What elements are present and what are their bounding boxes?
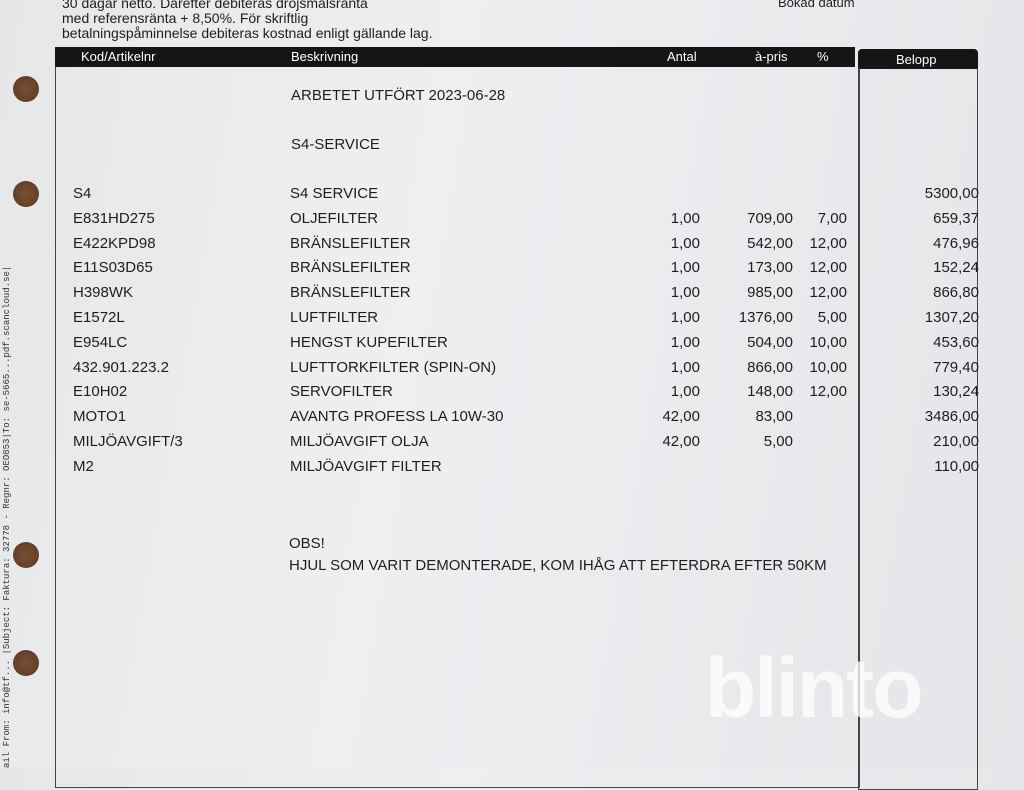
note-title: OBS! [289, 535, 325, 552]
item-percent: 12,00 [809, 259, 847, 277]
item-amount: 130,24 [933, 383, 979, 401]
item-description: MILJÖAVGIFT OLJA [290, 433, 429, 450]
work-line: ARBETET UTFÖRT 2023-06-28 [291, 87, 506, 104]
side-text: ail From: info@tf... |Subject: Faktura: … [2, 265, 12, 768]
watermark: blinto [705, 641, 924, 735]
item-percent: 10,00 [809, 358, 847, 376]
item-code: E831HD275 [73, 209, 155, 227]
item-percent: 10,00 [809, 333, 847, 351]
booked-label: Bokad datum [778, 0, 855, 10]
punch-hole [13, 542, 39, 568]
item-amount: 1307,20 [924, 309, 979, 326]
item-quantity: 1,00 [670, 309, 700, 326]
item-code: MOTO1 [73, 408, 127, 426]
item-code: 432.901.223.2 [73, 358, 169, 376]
item-description: OLJEFILTER [290, 209, 379, 227]
item-unit-price: 866,00 [747, 358, 793, 376]
item-amount: 152,24 [933, 259, 979, 277]
item-unit-price: 504,00 [747, 333, 793, 351]
item-amount: 110,00 [934, 457, 979, 475]
item-code: E422KPD98 [73, 234, 156, 252]
note-text: HJUL SOM VARIT DEMONTERADE, KOM IHÅG ATT… [289, 557, 827, 574]
item-quantity: 1,00 [670, 358, 700, 376]
item-quantity: 1,00 [670, 259, 700, 277]
item-unit-price: 173,00 [747, 259, 793, 277]
header-unit-price: à-pris [755, 49, 788, 64]
item-description: S4 SERVICE [290, 185, 379, 202]
header-amount-bar: Belopp [858, 49, 978, 69]
item-description: LUFTFILTER [290, 309, 379, 326]
item-description: BRÄNSLEFILTER [290, 234, 411, 252]
item-code: E10H02 [73, 383, 128, 401]
item-code: M2 [73, 457, 94, 475]
item-amount: 476,96 [933, 234, 979, 252]
item-quantity: 1,00 [670, 284, 700, 302]
item-amount: 210,00 [933, 433, 979, 450]
item-description: AVANTG PROFESS LA 10W-30 [290, 408, 504, 426]
item-percent: 12,00 [809, 284, 847, 302]
item-amount: 5300,00 [924, 185, 979, 202]
item-percent: 5,00 [817, 309, 847, 326]
terms-line: 30 dagar netto. Därefter debiteras dröjs… [62, 0, 368, 11]
item-code: E11S03D65 [73, 259, 153, 277]
item-quantity: 1,00 [670, 209, 700, 227]
item-quantity: 1,00 [670, 333, 700, 351]
item-percent: 12,00 [809, 234, 847, 252]
item-amount: 866,80 [933, 284, 979, 302]
item-unit-price: 985,00 [747, 284, 793, 302]
item-amount: 3486,00 [924, 408, 979, 426]
header-amount: Belopp [896, 52, 937, 67]
item-amount: 779,40 [933, 358, 979, 376]
item-description: LUFTTORKFILTER (SPIN-ON) [290, 358, 497, 376]
item-unit-price: 709,00 [747, 209, 793, 227]
item-unit-price: 83,00 [755, 408, 793, 426]
item-code: H398WK [73, 284, 134, 302]
terms: 30 dagar netto. Därefter debiteras dröjs… [62, 0, 432, 41]
item-quantity: 1,00 [670, 234, 700, 252]
header-percent: % [817, 49, 829, 64]
header-bar: Kod/Artikelnr Beskrivning Antal à-pris % [55, 47, 855, 67]
item-amount: 659,37 [933, 209, 979, 227]
item-quantity: 42,00 [662, 433, 700, 450]
item-description: SERVOFILTER [290, 383, 393, 401]
header-quantity: Antal [667, 49, 697, 64]
item-unit-price: 1376,00 [738, 309, 793, 326]
punch-hole [13, 181, 39, 207]
header-code: Kod/Artikelnr [81, 49, 156, 64]
item-unit-price: 542,00 [747, 234, 793, 252]
item-code: S4 [73, 185, 92, 202]
item-description: BRÄNSLEFILTER [290, 259, 411, 277]
punch-hole [13, 650, 39, 676]
item-percent: 7,00 [817, 209, 847, 227]
item-unit-price: 148,00 [747, 383, 793, 401]
terms-line: betalningspåminnelse debiteras kostnad e… [62, 25, 433, 41]
item-quantity: 42,00 [662, 408, 700, 426]
item-code: E1572L [73, 309, 125, 326]
item-description: HENGST KUPEFILTER [290, 333, 448, 351]
item-code: E954LC [73, 333, 128, 351]
item-code: MILJÖAVGIFT/3 [73, 433, 183, 450]
header-description: Beskrivning [291, 49, 359, 64]
punch-hole [13, 76, 39, 102]
service-line: S4-SERVICE [291, 136, 380, 153]
item-description: MILJÖAVGIFT FILTER [290, 457, 442, 475]
terms-line: med referensränta + 8,50%. För skriftlig [62, 10, 309, 26]
item-percent: 12,00 [809, 383, 847, 401]
item-unit-price: 5,00 [763, 433, 793, 450]
item-description: BRÄNSLEFILTER [290, 284, 411, 302]
item-amount: 453,60 [933, 333, 979, 351]
item-quantity: 1,00 [670, 383, 700, 401]
